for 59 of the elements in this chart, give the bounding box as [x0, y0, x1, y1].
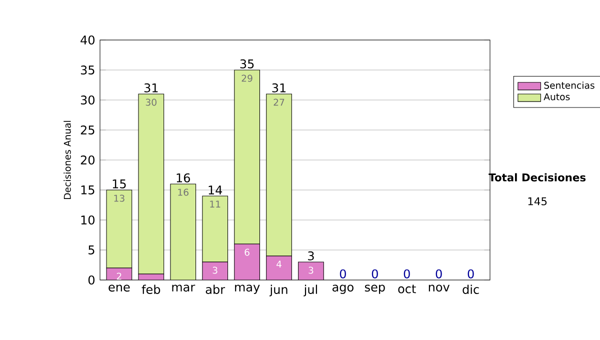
y-tick-label: 15	[81, 186, 94, 194]
data-label: 27	[274, 98, 284, 106]
y-tick-label: 5	[88, 246, 94, 254]
total-label: 15	[112, 179, 126, 188]
y-tick-label: 20	[80, 155, 94, 165]
x-tick-label: sep	[364, 284, 385, 294]
data-label: 2	[116, 272, 122, 280]
annotation: Total Decisiones	[488, 173, 586, 182]
x-tick-label: oct	[398, 284, 416, 294]
y-axis-title: Decisiones Anual	[64, 120, 71, 199]
total-label: 0	[468, 269, 474, 278]
y-tick-label: 0	[88, 275, 94, 285]
x-tick-label: jul	[304, 284, 318, 296]
y-tick-label: 10	[81, 215, 94, 225]
x-tick-label: nov	[428, 284, 450, 292]
total-label: 0	[340, 269, 346, 278]
y-tick-label: 30	[80, 95, 94, 105]
total-label: 0	[436, 269, 442, 278]
x-tick-label: jun	[270, 284, 288, 296]
y-tick-label: 40	[80, 35, 94, 45]
data-label: 11	[210, 200, 220, 208]
x-tick-label: dic	[462, 284, 479, 294]
total-label: 0	[372, 269, 378, 278]
bar	[202, 196, 228, 262]
total-label: 3	[308, 251, 314, 260]
data-label: 16	[178, 188, 188, 196]
x-tick-label: may	[235, 284, 260, 294]
bar	[234, 244, 260, 280]
total-label: 31	[144, 83, 158, 92]
text: 145	[528, 197, 547, 206]
bar	[138, 94, 164, 274]
data-label: 3	[212, 266, 218, 274]
bar	[298, 262, 324, 280]
legend-label: Autos	[544, 93, 570, 100]
x-tick-label: abr	[206, 284, 226, 294]
x-tick-label: ene	[108, 284, 130, 292]
data-label: 13	[114, 194, 124, 202]
data-label: 30	[146, 98, 156, 106]
data-label: 3	[308, 266, 314, 274]
legend-label: Sentencias	[544, 82, 594, 89]
bar	[234, 70, 260, 244]
bar	[106, 190, 132, 268]
x-tick-label: ago	[332, 284, 354, 294]
total-label: 14	[208, 186, 222, 194]
total-label: 35	[240, 59, 254, 68]
total-label: 31	[272, 83, 286, 92]
y-tick-label: 35	[80, 65, 94, 75]
bar	[202, 262, 228, 280]
data-label: 6	[244, 248, 250, 256]
x-tick-label: feb	[142, 284, 160, 294]
bar	[266, 94, 292, 256]
x-tick-label: mar	[172, 284, 196, 292]
data-label: 4	[276, 260, 282, 268]
bar	[266, 256, 292, 280]
total-label: 0	[404, 269, 410, 278]
data-label: 29	[242, 74, 252, 82]
total-label: 16	[176, 173, 190, 182]
y-tick-label: 25	[80, 125, 94, 135]
bar	[170, 184, 196, 280]
